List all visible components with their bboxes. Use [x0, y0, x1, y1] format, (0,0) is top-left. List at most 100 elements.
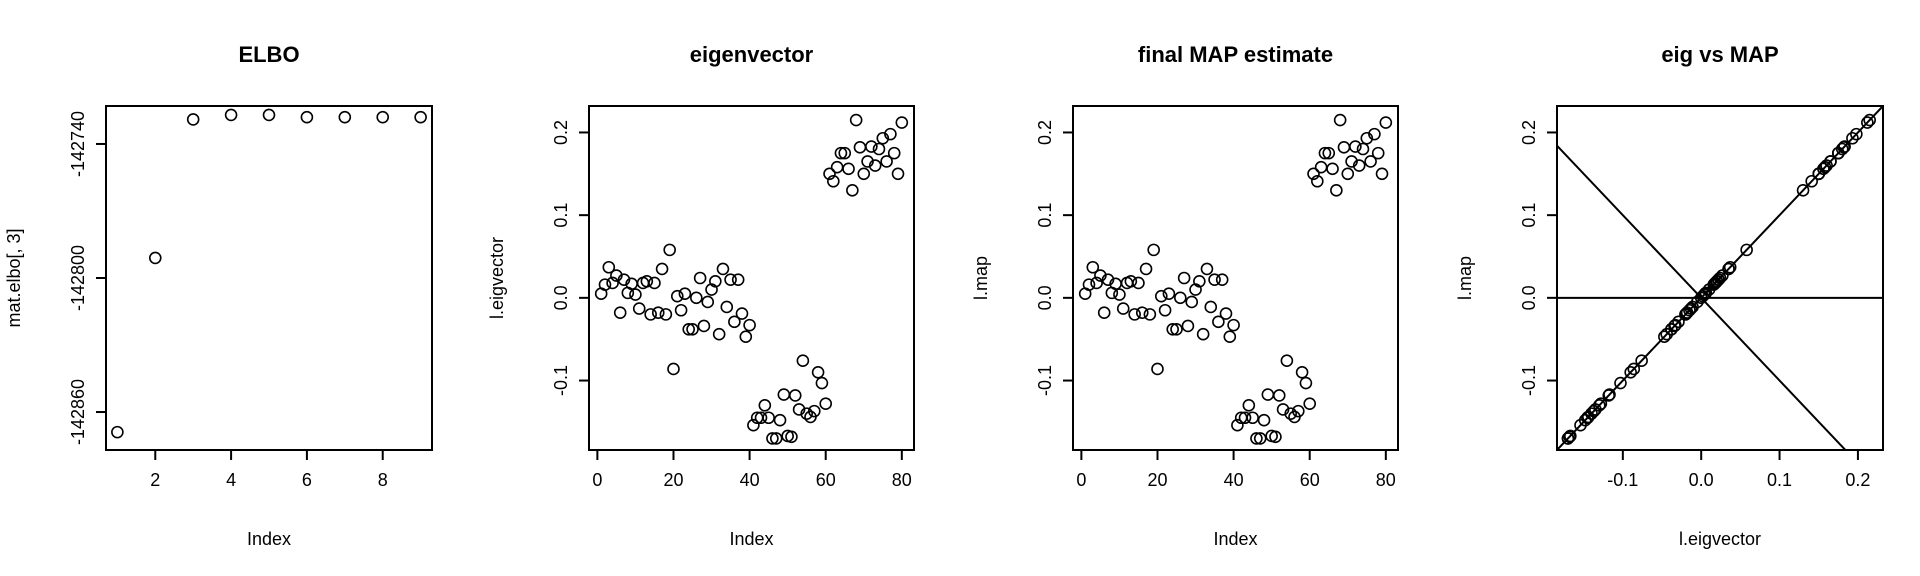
data-point: [1139, 262, 1153, 276]
data-point: [1723, 260, 1737, 274]
data-point: [682, 322, 696, 336]
data-point: [667, 362, 680, 376]
x-axis-label: l.eigvector: [1679, 529, 1761, 549]
x-tick-label: 0: [592, 470, 602, 490]
data-point: [747, 418, 760, 432]
y-tick-label: 0.0: [1519, 285, 1539, 310]
data-point: [1660, 327, 1674, 341]
data-point: [819, 397, 833, 410]
data-point: [857, 167, 871, 181]
x-tick-label: 20: [663, 470, 683, 490]
x-tick-label: 60: [1300, 470, 1320, 490]
data-point: [1291, 404, 1305, 418]
data-point: [1850, 127, 1863, 141]
data-point: [1683, 303, 1696, 317]
x-tick-label: 40: [1224, 470, 1244, 490]
data-point: [1352, 159, 1366, 172]
data-point: [1627, 362, 1641, 376]
data-point: [693, 271, 707, 285]
data-point: [1805, 174, 1818, 188]
x-axis-label: Index: [729, 529, 773, 549]
data-point: [1585, 407, 1598, 420]
data-point: [1326, 162, 1339, 176]
data-point: [648, 276, 661, 290]
y-axis-label: l.map: [1455, 256, 1475, 300]
data-point: [1276, 403, 1290, 416]
data-point: [1318, 146, 1332, 160]
data-point: [1820, 159, 1833, 172]
x-tick-label: 6: [302, 470, 312, 490]
data-point: [186, 113, 200, 126]
data-point: [651, 306, 665, 320]
data-point: [1345, 155, 1358, 168]
data-point: [1212, 315, 1225, 329]
data-point: [891, 167, 905, 181]
data-point: [376, 110, 390, 124]
data-point: [617, 273, 631, 286]
data-point: [1863, 113, 1876, 127]
chart-title: final MAP estimate: [1138, 42, 1333, 67]
data-point: [1215, 273, 1229, 286]
plot-frame: [1072, 105, 1399, 451]
data-point: [1299, 376, 1313, 390]
y-tick-label: 0.0: [551, 285, 571, 310]
data-point: [731, 273, 745, 286]
data-point: [720, 300, 734, 314]
data-point: [598, 278, 612, 291]
data-point: [1846, 131, 1859, 145]
plot-frame: [588, 105, 915, 451]
x-tick-label: 4: [226, 470, 236, 490]
data-point: [1307, 167, 1320, 181]
data-point: [800, 407, 813, 420]
data-point: [338, 110, 352, 124]
chart-panel-1: ELBO Index mat.elbo[, 3] 2 4 6 8 -142860 -142800…: [4, 42, 433, 549]
data-point: [1261, 388, 1275, 401]
data-point: [1602, 389, 1616, 402]
chart-title: ELBO: [238, 42, 299, 67]
data-point: [1337, 141, 1351, 154]
data-point: [876, 131, 890, 145]
y-axis-label: l.map: [971, 256, 991, 300]
data-point: [1132, 276, 1145, 290]
data-point: [1561, 432, 1575, 445]
y-axis-label: l.eigvector: [487, 237, 507, 319]
x-tick-label: 80: [892, 470, 912, 490]
data-point: [1128, 308, 1141, 321]
data-point: [1712, 273, 1725, 286]
data-point: [111, 425, 124, 439]
y-tick-label: 0.2: [1035, 120, 1055, 145]
data-point: [1861, 116, 1874, 129]
reference-lines: [1557, 106, 1883, 450]
x-tick-label: 60: [816, 470, 836, 490]
data-point: [1280, 354, 1294, 367]
data-point: [861, 155, 874, 168]
data-point: [1635, 354, 1648, 367]
data-point: [1371, 146, 1385, 160]
data-point: [606, 276, 619, 290]
data-point: [724, 273, 737, 286]
data-point: [769, 432, 783, 445]
data-point: [610, 269, 623, 282]
x-tick-label: 8: [378, 470, 388, 490]
data-point: [1196, 327, 1210, 341]
data-point: [1097, 306, 1111, 320]
data-point: [300, 110, 314, 124]
y-tick-label: 0.2: [1519, 120, 1539, 145]
data-point: [830, 160, 844, 174]
data-point: [1170, 322, 1183, 336]
data-point: [1341, 167, 1355, 181]
data-point: [1223, 330, 1237, 344]
data-point: [670, 289, 684, 303]
data-point: [1614, 376, 1627, 390]
data-point: [701, 295, 715, 309]
data-point: [1824, 155, 1837, 168]
data-point: [1702, 283, 1716, 296]
data-point: [1143, 308, 1157, 321]
data-point: [1360, 131, 1374, 145]
data-point: [1208, 273, 1221, 286]
data-point: [1124, 275, 1138, 288]
data-point: [887, 146, 901, 160]
data-point: [1364, 155, 1377, 168]
data-point: [629, 288, 642, 301]
